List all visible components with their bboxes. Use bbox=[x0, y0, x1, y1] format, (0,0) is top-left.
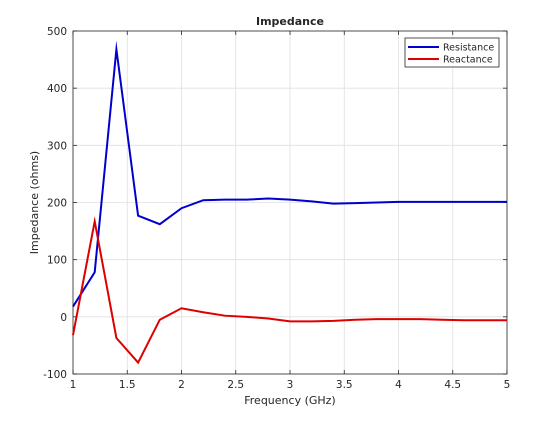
y-tick-label: 400 bbox=[47, 83, 67, 95]
y-tick-label: 200 bbox=[47, 198, 67, 210]
y-tick-label: -100 bbox=[43, 369, 67, 381]
axis-ticks: 1 1.5 2 2.5 3 3.5 4 4.5 5 -100 0 100 200 300 400 500 bbox=[43, 26, 510, 391]
y-axis-label: Impedance (ohms) bbox=[28, 151, 41, 254]
x-tick-label: 2.5 bbox=[227, 379, 244, 391]
y-tick-label: 100 bbox=[47, 255, 67, 267]
legend-label-resistance: Resistance bbox=[443, 43, 494, 54]
x-tick-label: 4.5 bbox=[444, 379, 461, 391]
series-lines bbox=[72, 40, 507, 365]
series-line-reactance bbox=[72, 215, 507, 365]
x-tick-label: 4 bbox=[395, 379, 402, 391]
x-axis-label: Frequency (GHz) bbox=[244, 394, 335, 407]
legend-label-reactance: Reactance bbox=[443, 55, 493, 66]
y-tick-label: 0 bbox=[60, 312, 67, 324]
x-tick-label: 1.5 bbox=[119, 379, 136, 391]
x-tick-label: 3.5 bbox=[336, 379, 353, 391]
y-tick-label: 300 bbox=[47, 140, 67, 152]
legend-box bbox=[404, 37, 500, 68]
series-line-resistance bbox=[72, 40, 507, 308]
x-tick-label: 3 bbox=[287, 379, 294, 391]
chart-title: Impedance bbox=[256, 15, 324, 28]
x-tick-label: 1 bbox=[70, 379, 77, 391]
y-tick-label: 500 bbox=[47, 26, 67, 38]
x-tick-label: 5 bbox=[504, 379, 511, 391]
x-tick-label: 2 bbox=[178, 379, 185, 391]
